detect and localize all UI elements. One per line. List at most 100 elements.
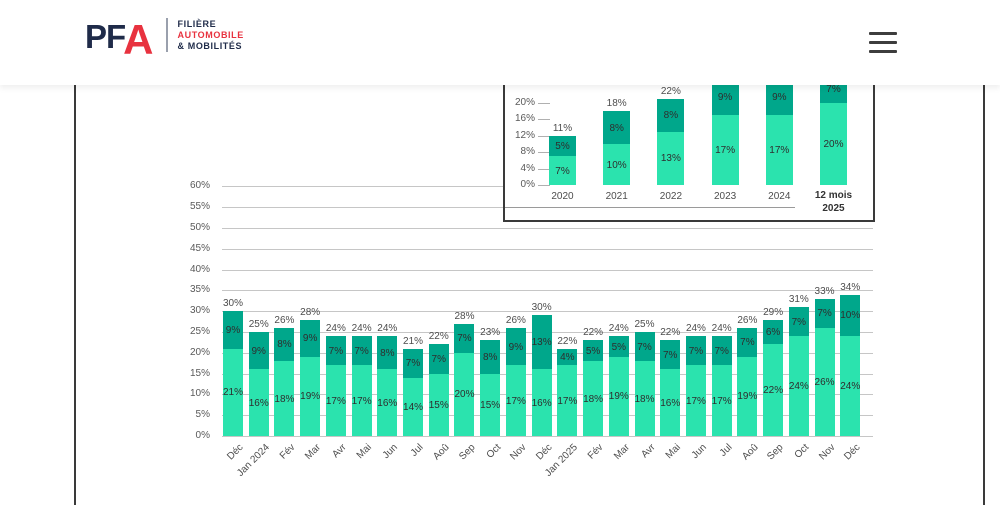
logo-tagline-line3: & MOBILITÉS xyxy=(177,40,243,51)
segment-value-bottom: 17% xyxy=(685,395,706,407)
bar-segment-bottom xyxy=(660,369,681,436)
x-tick-label: Mai xyxy=(663,442,684,462)
y-tick-label: 15% xyxy=(189,367,210,379)
segment-value-top: 5% xyxy=(585,345,601,357)
bar-total-label: 22% xyxy=(428,331,449,343)
menu-hamburger-icon[interactable] xyxy=(869,32,897,53)
segment-value-top: 7% xyxy=(637,341,652,353)
y-tick-label: 5% xyxy=(195,409,210,421)
segment-value-top: 9% xyxy=(302,333,318,345)
segment-value-bottom: 19% xyxy=(300,391,321,403)
x-tick-label: Mai xyxy=(355,442,375,462)
bar-total-label: 25% xyxy=(634,319,655,330)
bar-segment-bottom xyxy=(603,144,631,185)
segment-value-top: 9% xyxy=(251,345,266,357)
bar-total-label: 25% xyxy=(248,319,269,330)
x-tick-label: 12 mois 2025 xyxy=(814,190,853,214)
segment-value-bottom: 20% xyxy=(454,389,475,401)
bar-segment-top xyxy=(763,319,784,345)
bar-segment-top xyxy=(634,332,655,362)
monthly-stacked-bar-chart: 0% 5% 10% 15% 20% 25% 30% 35% 40% 45% 50% 55% 60% 21%… xyxy=(76,85,983,505)
segment-value-bottom: 19% xyxy=(608,391,629,403)
x-tick-label: Aoû xyxy=(431,442,452,463)
bar-total-label: 31% xyxy=(788,294,809,306)
bar-segment-top xyxy=(454,323,475,353)
segment-value-top: 7% xyxy=(405,358,421,370)
x-tick-label: Aoû xyxy=(739,442,761,463)
logo-a-text: A xyxy=(123,16,154,63)
bar-segment-top xyxy=(660,340,681,370)
logo-pf-text: PF xyxy=(85,18,126,55)
bar-total-label: 24% xyxy=(325,323,346,335)
chart-panel: 0% 5% 10% 15% 20% 25% 30% 35% 40% 45% 50% 55% 60% 21%… xyxy=(74,85,985,505)
hamburger-bar xyxy=(869,50,897,53)
inset-baseline-rule xyxy=(505,207,795,208)
bar-segment-bottom xyxy=(403,377,424,436)
bar-segment-bottom xyxy=(657,131,685,185)
bar-segment-top xyxy=(840,294,861,337)
pfa-logo[interactable]: PF A FILIÈRE AUTOMOBILE & MOBILITÉS xyxy=(85,16,244,63)
segment-value-bottom: 15% xyxy=(428,399,449,411)
segment-value-bottom: 20% xyxy=(823,139,844,150)
bar-segment-bottom xyxy=(737,356,758,436)
x-tick-label: 2022 xyxy=(659,191,683,202)
bar-total-label: 21% xyxy=(403,335,424,347)
bar-segment-top xyxy=(325,336,346,366)
bar-segment-top xyxy=(765,85,793,116)
gridline xyxy=(222,248,873,250)
segment-value-top: 13% xyxy=(531,337,552,349)
segment-value-bottom: 17% xyxy=(351,395,372,407)
bar-segment-bottom xyxy=(788,336,809,436)
segment-value-top: 7% xyxy=(431,354,446,366)
x-tick-label: 2023 xyxy=(713,191,737,202)
bar-total-label: 18% xyxy=(606,98,627,110)
bar-total-label: 22% xyxy=(583,327,604,339)
bar-segment-bottom xyxy=(274,361,295,436)
bar-total-label: 22% xyxy=(557,335,578,347)
segment-value-top: 7% xyxy=(740,337,755,349)
bar-segment-bottom xyxy=(531,369,552,436)
segment-value-bottom: 15% xyxy=(480,399,501,411)
segment-value-bottom: 19% xyxy=(737,391,758,403)
y-tick-label: 35% xyxy=(189,284,210,296)
y-tick-label: 8% xyxy=(520,146,535,158)
bar-segment-top xyxy=(549,135,576,157)
bar-segment-bottom xyxy=(549,156,576,185)
bar-segment-bottom xyxy=(608,356,629,436)
bar-segment-bottom xyxy=(763,344,784,436)
y-tick-mark xyxy=(538,152,550,154)
bar-segment-top xyxy=(480,340,501,374)
bar-segment-bottom xyxy=(711,115,739,185)
x-tick-label: Avr xyxy=(330,442,349,461)
bar-segment-top xyxy=(377,336,398,370)
bar-segment-bottom xyxy=(820,103,847,185)
page-header: PF A FILIÈRE AUTOMOBILE & MOBILITÉS xyxy=(0,0,1000,85)
y-tick-label: 45% xyxy=(189,242,210,254)
bar-total-label: 23% xyxy=(480,327,501,339)
bar-segment-bottom xyxy=(248,369,269,436)
bar-segment-top xyxy=(403,348,424,378)
segment-value-bottom: 17% xyxy=(769,145,790,157)
bar-segment-top xyxy=(608,336,629,357)
bar-segment-top xyxy=(603,111,631,144)
segment-value-bottom: 17% xyxy=(505,395,526,407)
bar-segment-top xyxy=(711,336,732,366)
segment-value-bottom: 24% xyxy=(788,381,809,393)
segment-value-top: 7% xyxy=(817,308,832,320)
bar-total-label: 24% xyxy=(711,323,732,335)
hamburger-bar xyxy=(869,41,897,44)
bar-segment-bottom xyxy=(351,365,372,436)
x-tick-label: Nov xyxy=(816,442,838,463)
gridline xyxy=(222,290,873,292)
segment-value-bottom: 16% xyxy=(660,397,681,409)
segment-value-top: 8% xyxy=(482,351,498,363)
bar-total-label: 24% xyxy=(685,323,706,335)
annual-summary-inset: 0% 4% 8% 12% 16% 20% 7% 5% 11% 2020 10% 8% 18% 2021 13… xyxy=(503,85,875,222)
segment-value-bottom: 17% xyxy=(711,395,732,407)
y-tick-mark xyxy=(538,185,550,186)
segment-value-bottom: 16% xyxy=(248,397,269,409)
bar-segment-top xyxy=(428,344,449,374)
y-tick-label: 30% xyxy=(189,305,210,317)
segment-value-bottom: 16% xyxy=(531,397,552,409)
bar-total-label: 22% xyxy=(660,327,681,339)
